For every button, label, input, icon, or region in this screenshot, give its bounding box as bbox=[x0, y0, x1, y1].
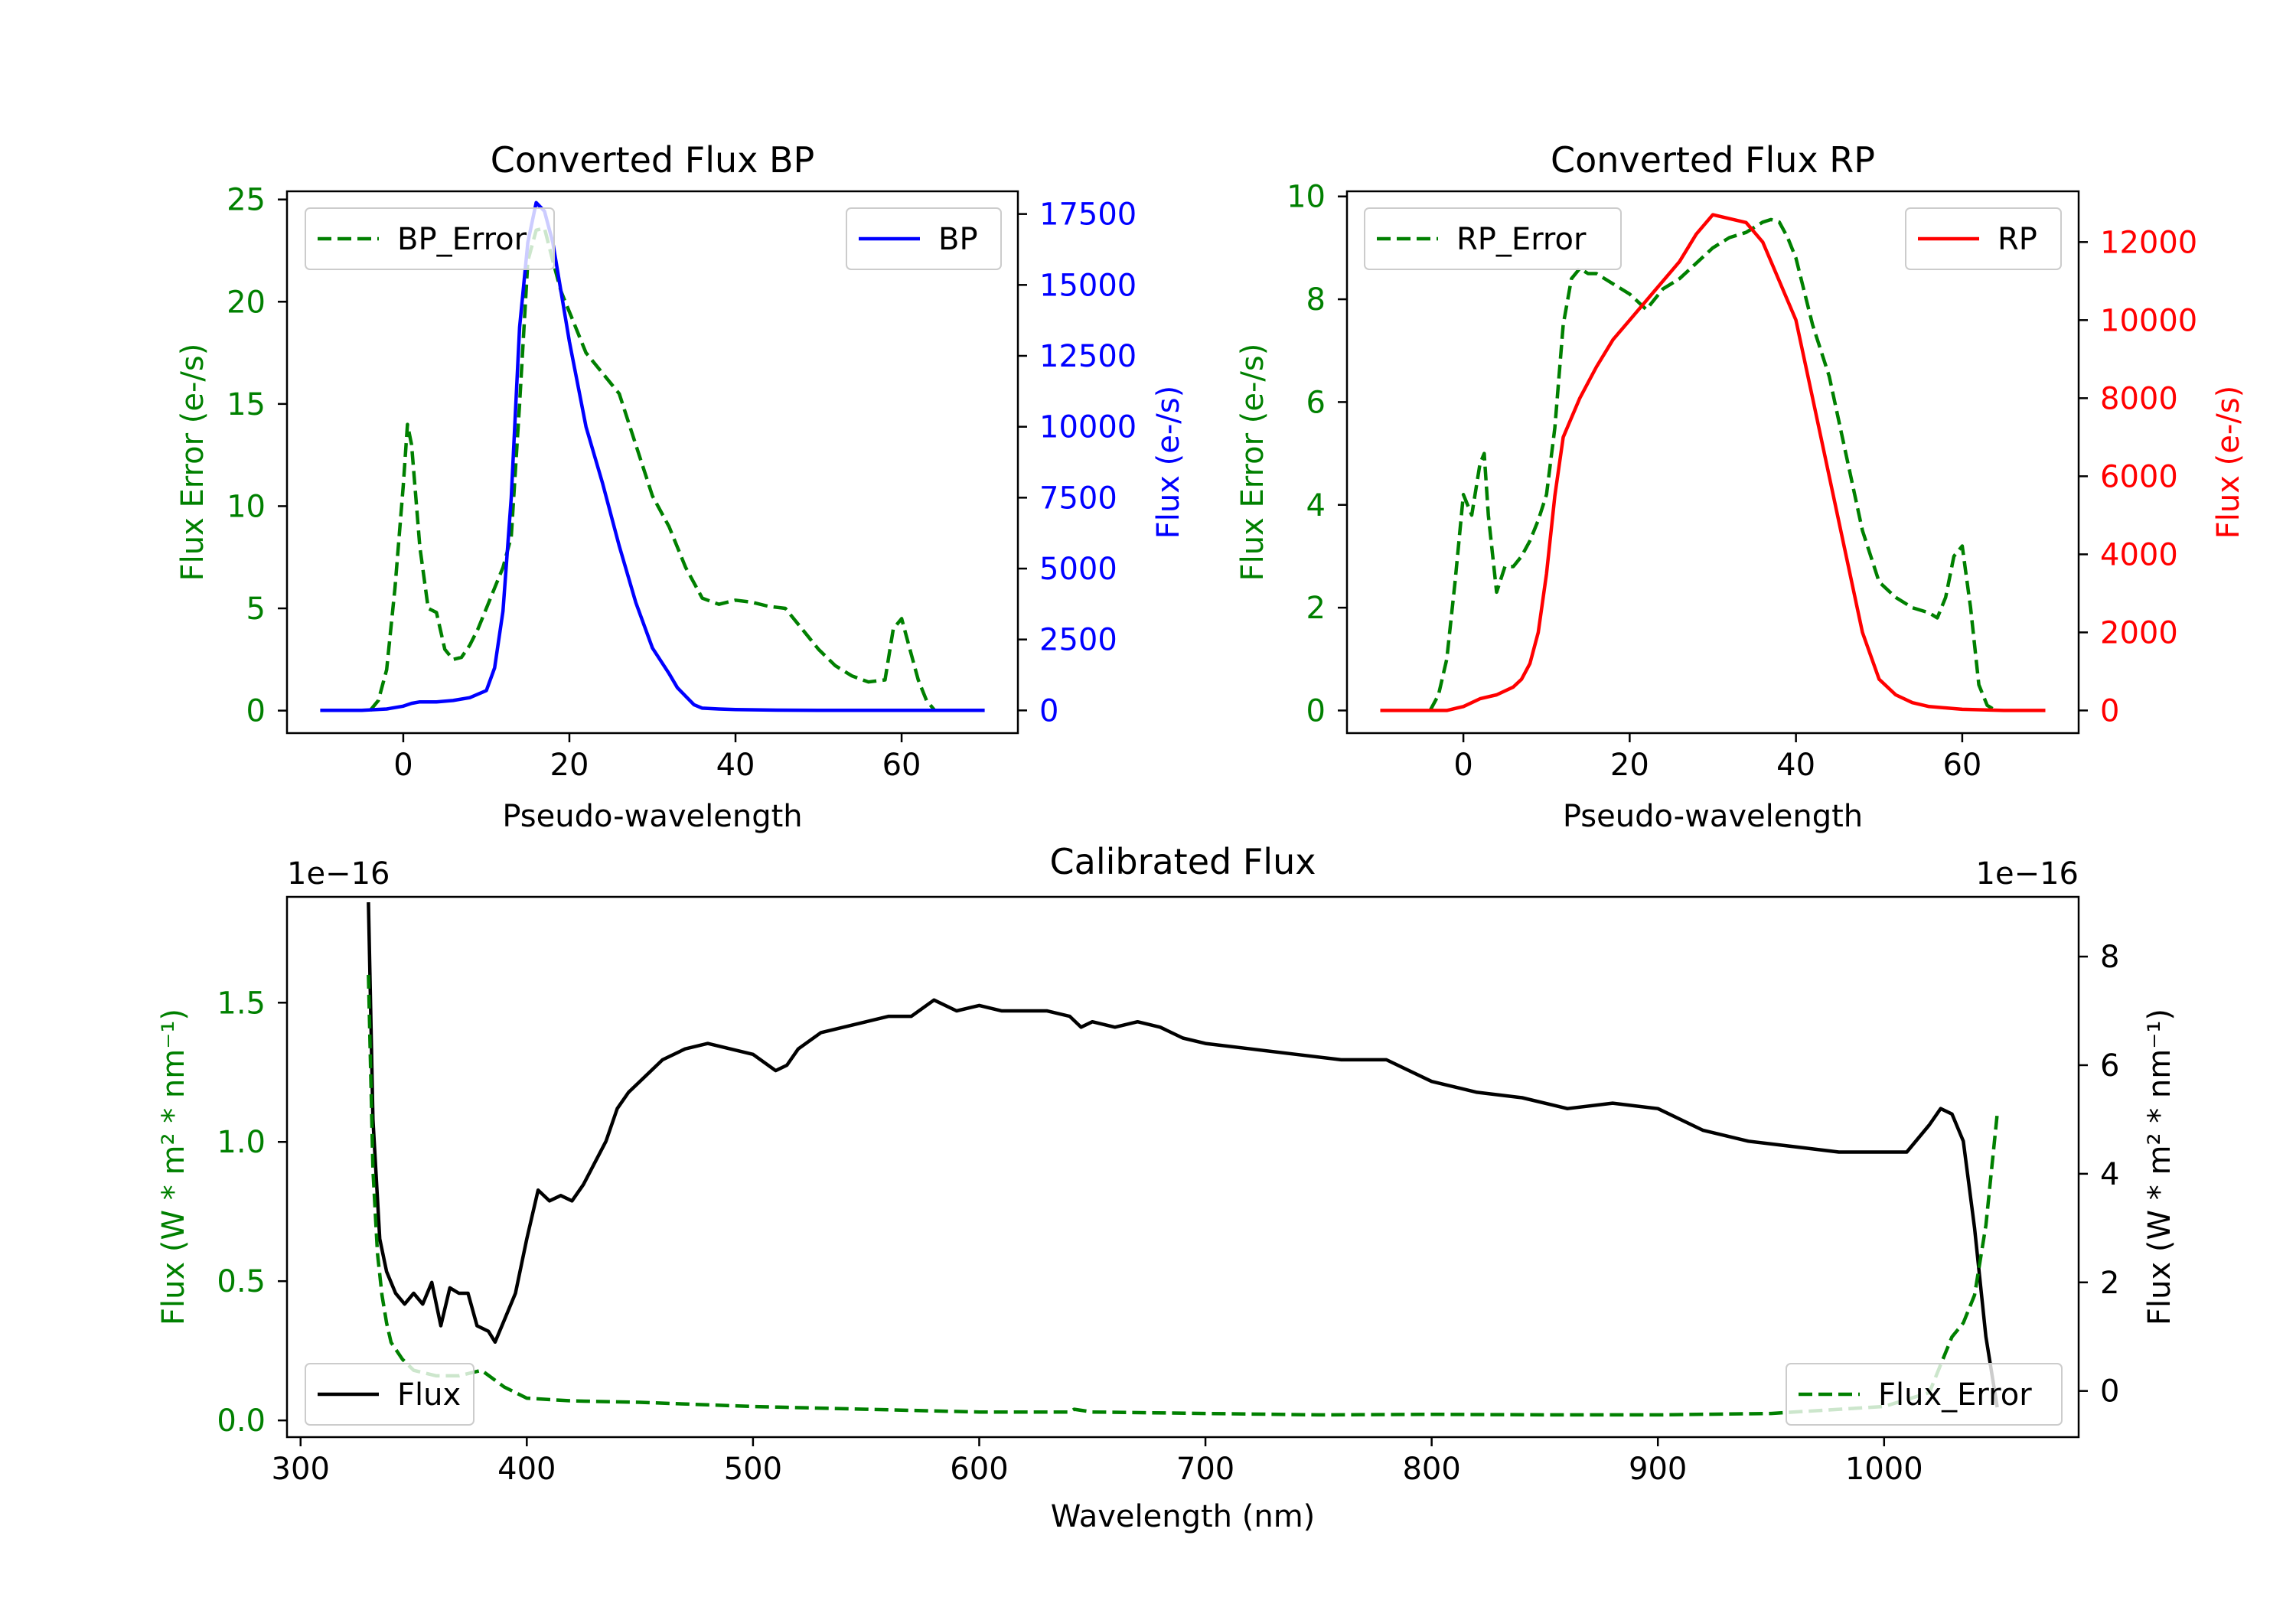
y-left-tick-label: 0.0 bbox=[217, 1403, 266, 1439]
y-left-axis-label: Flux Error (e-/s) bbox=[1235, 344, 1270, 582]
y-right-tick-label: 5000 bbox=[1039, 552, 1117, 587]
x-tick-label: 1000 bbox=[1845, 1452, 1923, 1487]
y-left-tick-label: 1.5 bbox=[217, 986, 266, 1021]
y-left-tick-label: 0 bbox=[1306, 693, 1326, 729]
y-left-tick-label: 0 bbox=[246, 694, 266, 729]
y-right-tick-label: 10000 bbox=[2100, 303, 2197, 338]
y-left-tick-label: 15 bbox=[227, 387, 266, 422]
y-right-tick-label: 8 bbox=[2100, 940, 2119, 975]
y-right-tick-label: 12500 bbox=[1039, 339, 1137, 374]
y-right-axis-label: Flux (e-/s) bbox=[1151, 386, 1186, 539]
y-left-tick-label: 25 bbox=[227, 183, 266, 218]
x-axis-label: Wavelength (nm) bbox=[1051, 1499, 1316, 1534]
y-right-tick-label: 6000 bbox=[2100, 459, 2178, 494]
y-right-tick-label: 7500 bbox=[1039, 481, 1117, 516]
calibrated-panel: 300 400 500 600 700 800 900 1000 0.0 0.5 1.0 1.5 0 2 4… bbox=[156, 841, 2177, 1534]
x-axis-label: Pseudo-wavelength bbox=[502, 799, 802, 834]
x-axis-label: Pseudo-wavelength bbox=[1563, 799, 1863, 834]
x-tick-label: 600 bbox=[950, 1452, 1008, 1487]
y-right-offset-label: 1e−16 bbox=[1976, 856, 2079, 892]
y-left-tick-label: 10 bbox=[227, 489, 266, 524]
chart-title: Converted Flux RP bbox=[1551, 139, 1875, 181]
y-right-axis-label: Flux (W * m² * nm⁻¹) bbox=[2142, 1009, 2177, 1325]
legend-bp: BP bbox=[846, 207, 1002, 270]
legend-rp-error: RP_Error bbox=[1364, 207, 1622, 270]
legend-box bbox=[305, 207, 555, 270]
series-line-bp-error bbox=[368, 226, 937, 712]
series-group bbox=[1380, 213, 2046, 712]
y-right-tick-label: 2000 bbox=[2100, 615, 2178, 650]
legend-box bbox=[1905, 207, 2062, 270]
series-line-flux bbox=[367, 902, 1999, 1408]
y-right-tick-label: 2 bbox=[2100, 1266, 2119, 1301]
y-left-tick-label: 5 bbox=[246, 592, 266, 627]
x-tick-label: 40 bbox=[1776, 748, 1815, 783]
x-tick-label: 60 bbox=[1942, 748, 1981, 783]
y-left-tick-label: 8 bbox=[1306, 282, 1326, 318]
legend-bp-error: BP_Error bbox=[305, 207, 555, 270]
bp-panel: 0 20 40 60 0 5 10 15 20 25 0 2500 5000 7500 10000 12500… bbox=[175, 139, 1186, 834]
y-left-tick-label: 10 bbox=[1287, 180, 1326, 215]
series-line-bp bbox=[320, 200, 985, 712]
legend-box bbox=[305, 1363, 475, 1426]
x-tick-label: 800 bbox=[1402, 1452, 1460, 1487]
legend-box bbox=[1786, 1363, 2063, 1426]
y-left-tick-label: 1.0 bbox=[217, 1125, 266, 1160]
y-right-tick-label: 0 bbox=[2100, 1374, 2119, 1410]
y-right-tick-label: 12000 bbox=[2100, 225, 2197, 260]
y-left-axis-label: Flux (W * m² * nm⁻¹) bbox=[156, 1009, 191, 1325]
x-tick-label: 0 bbox=[393, 748, 413, 783]
series-line-rp-error bbox=[1428, 217, 1997, 712]
y-right-tick-label: 17500 bbox=[1039, 197, 1137, 233]
x-tick-label: 0 bbox=[1453, 748, 1473, 783]
legend-label: RP_Error bbox=[1456, 222, 1587, 257]
y-right-tick-label: 4 bbox=[2100, 1157, 2119, 1192]
chart-title: Converted Flux BP bbox=[491, 139, 815, 181]
y-left-tick-label: 6 bbox=[1306, 385, 1326, 420]
x-tick-label: 20 bbox=[1610, 748, 1649, 783]
y-left-offset-label: 1e−16 bbox=[287, 856, 390, 892]
legend-label: Flux bbox=[397, 1377, 461, 1413]
legend-flux: Flux bbox=[305, 1363, 475, 1426]
y-left-axis-label: Flux Error (e-/s) bbox=[175, 344, 210, 582]
legend-flux-error: Flux_Error bbox=[1786, 1363, 2063, 1426]
axes-frame bbox=[285, 190, 1019, 735]
legend-label: BP bbox=[938, 222, 978, 257]
y-right-tick-label: 0 bbox=[1039, 693, 1058, 729]
legend-label: BP_Error bbox=[397, 222, 527, 257]
y-left-tick-label: 2 bbox=[1306, 591, 1326, 626]
legend-rp: RP bbox=[1905, 207, 2062, 270]
axes-frame bbox=[285, 895, 2080, 1439]
legend-box bbox=[846, 207, 1002, 270]
x-tick-label: 400 bbox=[497, 1452, 556, 1487]
y-left-tick-label: 0.5 bbox=[217, 1264, 266, 1299]
chart-title: Calibrated Flux bbox=[1050, 841, 1316, 882]
series-group bbox=[320, 200, 985, 712]
y-left-tick-label: 4 bbox=[1306, 488, 1326, 523]
x-tick-label: 40 bbox=[716, 748, 755, 783]
x-tick-label: 500 bbox=[724, 1452, 782, 1487]
x-tick-label: 60 bbox=[882, 748, 921, 783]
axes-frame bbox=[1345, 190, 2080, 735]
y-right-tick-label: 10000 bbox=[1039, 410, 1137, 445]
y-right-tick-label: 4000 bbox=[2100, 537, 2178, 572]
legend-box bbox=[1364, 207, 1622, 270]
x-tick-label: 300 bbox=[272, 1452, 330, 1487]
legend-label: Flux_Error bbox=[1878, 1377, 2032, 1413]
y-right-tick-label: 8000 bbox=[2100, 381, 2178, 416]
legend-label: RP bbox=[1998, 222, 2037, 257]
y-left-tick-label: 20 bbox=[227, 285, 266, 320]
x-tick-label: 900 bbox=[1629, 1452, 1687, 1487]
y-right-tick-label: 15000 bbox=[1039, 268, 1137, 303]
series-line-rp bbox=[1380, 213, 2046, 712]
rp-panel: 0 20 40 60 0 2 4 6 8 10 0 2000 4000 6000 8000 10000 1200… bbox=[1235, 139, 2246, 834]
y-right-tick-label: 0 bbox=[2100, 693, 2119, 729]
y-right-tick-label: 2500 bbox=[1039, 623, 1117, 658]
x-tick-label: 700 bbox=[1176, 1452, 1234, 1487]
y-right-tick-label: 6 bbox=[2100, 1048, 2119, 1084]
x-tick-label: 20 bbox=[550, 748, 589, 783]
y-right-axis-label: Flux (e-/s) bbox=[2211, 386, 2246, 539]
